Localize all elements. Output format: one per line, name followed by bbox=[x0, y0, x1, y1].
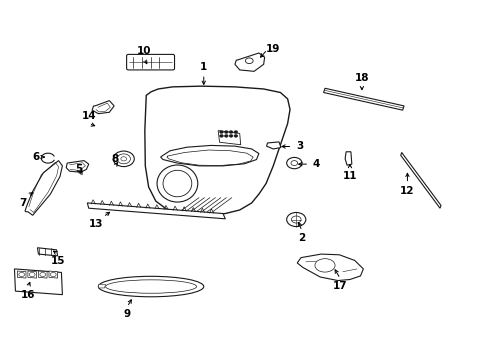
Polygon shape bbox=[49, 271, 58, 278]
Text: 10: 10 bbox=[136, 46, 151, 56]
Text: 9: 9 bbox=[123, 309, 130, 319]
Ellipse shape bbox=[105, 280, 196, 293]
Circle shape bbox=[245, 58, 253, 64]
Circle shape bbox=[224, 135, 228, 137]
Circle shape bbox=[19, 273, 24, 277]
Polygon shape bbox=[87, 203, 225, 219]
Polygon shape bbox=[297, 254, 363, 280]
Text: 2: 2 bbox=[298, 233, 305, 243]
Circle shape bbox=[286, 157, 302, 169]
Text: 1: 1 bbox=[200, 62, 207, 72]
Circle shape bbox=[117, 154, 130, 164]
Text: 13: 13 bbox=[88, 219, 103, 229]
Polygon shape bbox=[144, 86, 289, 216]
Text: 19: 19 bbox=[265, 45, 280, 54]
Circle shape bbox=[229, 131, 232, 134]
Polygon shape bbox=[160, 145, 258, 166]
Polygon shape bbox=[92, 100, 114, 114]
Text: 4: 4 bbox=[312, 159, 320, 169]
Text: 14: 14 bbox=[81, 112, 96, 121]
Text: 15: 15 bbox=[50, 256, 65, 266]
Text: 12: 12 bbox=[399, 186, 414, 195]
Text: 7: 7 bbox=[20, 198, 27, 208]
Polygon shape bbox=[17, 271, 26, 278]
Polygon shape bbox=[25, 161, 62, 215]
Text: 17: 17 bbox=[332, 281, 347, 291]
Polygon shape bbox=[400, 153, 440, 208]
Polygon shape bbox=[66, 161, 89, 172]
Circle shape bbox=[50, 273, 56, 277]
Circle shape bbox=[233, 135, 237, 137]
Circle shape bbox=[233, 131, 237, 134]
Circle shape bbox=[219, 135, 223, 137]
Text: 8: 8 bbox=[111, 154, 119, 164]
Circle shape bbox=[224, 131, 228, 134]
Circle shape bbox=[286, 212, 305, 226]
Polygon shape bbox=[323, 88, 403, 110]
Circle shape bbox=[219, 131, 223, 134]
Polygon shape bbox=[38, 248, 58, 256]
Circle shape bbox=[40, 273, 45, 277]
Circle shape bbox=[291, 216, 301, 223]
Text: 16: 16 bbox=[20, 290, 35, 300]
Circle shape bbox=[290, 161, 297, 166]
Polygon shape bbox=[266, 142, 280, 149]
FancyBboxPatch shape bbox=[126, 54, 174, 70]
Text: 18: 18 bbox=[354, 73, 368, 83]
Circle shape bbox=[229, 135, 232, 137]
Text: 11: 11 bbox=[342, 171, 356, 181]
Text: 6: 6 bbox=[32, 152, 40, 162]
Polygon shape bbox=[39, 271, 47, 278]
Circle shape bbox=[113, 151, 134, 167]
Polygon shape bbox=[234, 53, 264, 71]
Ellipse shape bbox=[314, 259, 334, 272]
Circle shape bbox=[29, 273, 35, 277]
Polygon shape bbox=[345, 152, 351, 165]
Polygon shape bbox=[98, 284, 105, 288]
Ellipse shape bbox=[98, 276, 203, 297]
Polygon shape bbox=[15, 269, 62, 294]
Circle shape bbox=[121, 157, 126, 161]
Text: 5: 5 bbox=[75, 165, 82, 174]
Polygon shape bbox=[218, 131, 240, 145]
Polygon shape bbox=[28, 271, 37, 278]
Text: 3: 3 bbox=[295, 141, 303, 152]
